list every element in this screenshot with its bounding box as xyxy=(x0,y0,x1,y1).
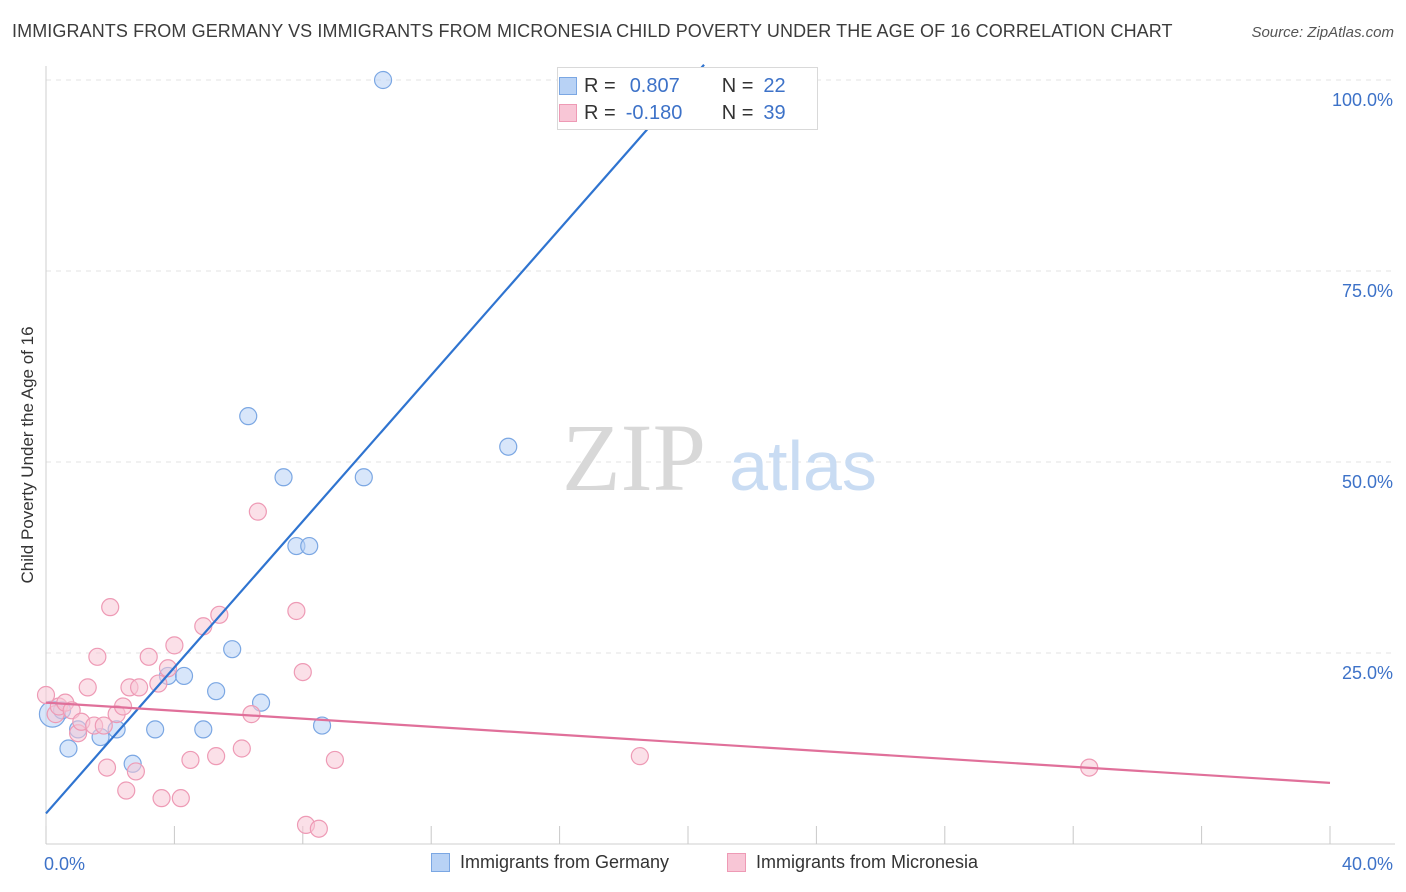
micronesia-point xyxy=(101,598,120,617)
n-label: N = xyxy=(721,74,754,97)
n-label: N = xyxy=(721,101,754,124)
y-tick-label: 50.0% xyxy=(1342,472,1393,492)
legend-item-micronesia[interactable]: Immigrants from Micronesia xyxy=(727,852,978,873)
micronesia-point xyxy=(309,819,328,838)
chart-title: IMMIGRANTS FROM GERMANY VS IMMIGRANTS FR… xyxy=(12,21,1173,41)
germany-swatch xyxy=(559,77,577,95)
micronesia-point xyxy=(158,659,178,678)
micronesia-swatch xyxy=(559,104,577,122)
micronesia-point xyxy=(630,747,649,766)
germany-point xyxy=(59,739,78,758)
germany-point xyxy=(312,716,332,735)
legend-label-germany: Immigrants from Germany xyxy=(460,852,670,872)
micronesia-point xyxy=(325,750,344,770)
germany-point xyxy=(354,468,373,487)
germany-point xyxy=(373,70,393,90)
micronesia-point xyxy=(129,678,149,697)
germany-point xyxy=(207,682,226,701)
micronesia-point xyxy=(97,758,117,777)
micronesia-point xyxy=(117,781,136,800)
micronesia-swatch xyxy=(727,853,746,872)
n-value: 22 xyxy=(763,74,786,97)
r-label: R = xyxy=(584,101,616,124)
legend-row-germany: R = 0.807 N = 22 xyxy=(559,74,786,98)
source-label: Source: ZipAtlas.com xyxy=(1251,24,1394,41)
trendlines xyxy=(45,63,1331,815)
data-points xyxy=(36,70,1099,838)
axes xyxy=(45,66,1395,845)
watermark-zip: ZIP xyxy=(562,404,706,511)
x-tick-label: 0.0% xyxy=(44,854,85,874)
y-tick-label: 100.0% xyxy=(1332,90,1393,110)
y-tick-label: 25.0% xyxy=(1342,663,1393,683)
micronesia-point xyxy=(293,662,312,682)
germany-trendline xyxy=(45,63,705,815)
germany-point xyxy=(223,640,242,659)
micronesia-point xyxy=(207,747,226,766)
germany-point xyxy=(146,720,165,739)
germany-point xyxy=(300,536,319,556)
grid-lines xyxy=(46,79,1395,654)
n-value: 39 xyxy=(763,101,786,124)
micronesia-point xyxy=(248,502,267,521)
legend-row-micronesia: R = -0.180 N = 39 xyxy=(559,101,786,125)
germany-point xyxy=(194,720,213,739)
germany-point xyxy=(274,468,293,487)
micronesia-point xyxy=(171,789,190,808)
x-tick-label: 40.0% xyxy=(1342,854,1393,874)
germany-point xyxy=(499,437,518,456)
germany-point xyxy=(239,407,258,426)
germany-point xyxy=(174,666,194,686)
micronesia-point xyxy=(88,647,107,666)
micronesia-point xyxy=(139,647,158,666)
legend-label-micronesia: Immigrants from Micronesia xyxy=(756,852,979,872)
micronesia-point xyxy=(152,789,171,808)
micronesia-point xyxy=(126,762,145,781)
series-legend: Immigrants from Germany Immigrants from … xyxy=(0,852,1406,878)
micronesia-point xyxy=(165,636,184,655)
micronesia-point xyxy=(94,716,113,735)
micronesia-point xyxy=(287,601,306,621)
legend-item-germany[interactable]: Immigrants from Germany xyxy=(431,852,669,873)
micronesia-point xyxy=(232,739,251,758)
tick-labels: 25.0% 50.0% 75.0% 100.0% 0.0% 40.0% xyxy=(44,90,1393,874)
r-label: R = xyxy=(584,74,616,97)
micronesia-trendline xyxy=(45,701,1331,784)
r-value: -0.180 xyxy=(625,101,683,124)
r-value: 0.807 xyxy=(629,74,680,97)
germany-swatch xyxy=(431,853,450,872)
y-tick-label: 75.0% xyxy=(1342,281,1393,301)
micronesia-point xyxy=(78,678,97,697)
correlation-legend: R = 0.807 N = 22 R = -0.180 N = 39 xyxy=(557,67,818,130)
watermark-atlas: atlas xyxy=(729,427,877,505)
micronesia-point xyxy=(181,750,200,770)
